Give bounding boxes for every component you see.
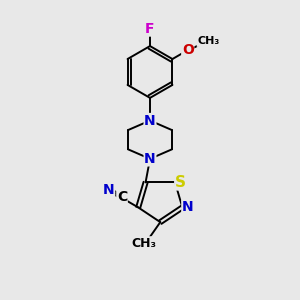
Text: F: F — [145, 22, 155, 36]
Text: CH₃: CH₃ — [197, 36, 220, 46]
Text: N: N — [103, 183, 115, 197]
Text: O: O — [182, 43, 194, 57]
Text: CH₃: CH₃ — [132, 237, 157, 250]
Text: N: N — [144, 152, 156, 166]
Text: C: C — [117, 190, 127, 204]
Text: N: N — [144, 114, 156, 128]
Text: N: N — [182, 200, 194, 214]
Text: S: S — [175, 175, 186, 190]
